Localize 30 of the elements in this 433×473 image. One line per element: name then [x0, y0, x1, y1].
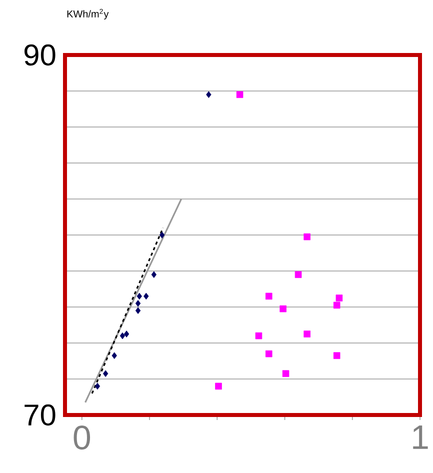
point — [151, 271, 157, 278]
point — [333, 302, 340, 309]
point — [255, 332, 262, 340]
point — [215, 382, 222, 390]
y-axis-title: KWh/m$^{2}$y — [67, 8, 109, 20]
point — [265, 292, 272, 300]
point — [280, 305, 286, 312]
point — [135, 300, 141, 307]
point — [136, 292, 142, 300]
point — [120, 332, 126, 340]
point — [265, 350, 272, 358]
point — [304, 330, 310, 338]
point — [135, 307, 141, 314]
point — [124, 330, 130, 338]
point — [336, 294, 343, 302]
point — [112, 352, 117, 359]
point — [282, 370, 290, 377]
point — [304, 233, 310, 240]
point — [206, 91, 212, 98]
y-tick-label: 90 — [24, 44, 56, 66]
point — [236, 91, 244, 98]
point — [159, 232, 165, 238]
point — [333, 352, 340, 359]
y-tick-label: 70 — [24, 404, 56, 426]
point — [102, 370, 108, 377]
point — [94, 382, 100, 390]
x-tick-label: 0 — [74, 426, 90, 450]
point — [144, 292, 149, 300]
point — [294, 271, 302, 278]
x-tick-label: 1 — [413, 426, 428, 449]
